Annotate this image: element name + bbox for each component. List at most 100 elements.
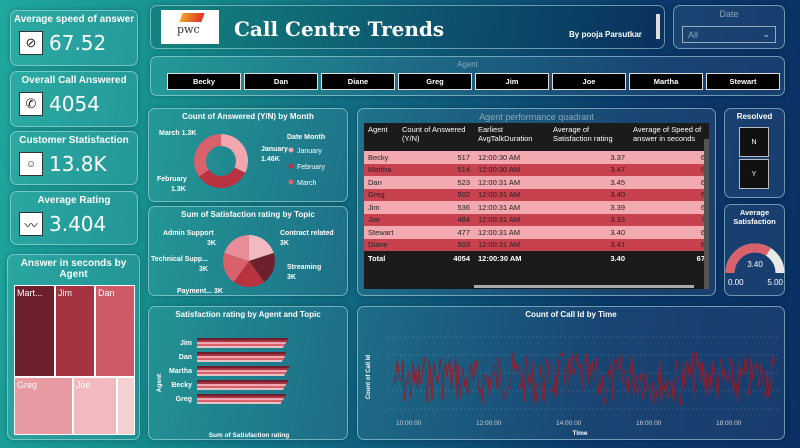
vertical-scrollbar[interactable] [704, 139, 709, 289]
bar-jim-2[interactable] [197, 342, 286, 344]
bar-martha-0[interactable] [197, 366, 290, 368]
table-cell: 6 [700, 240, 705, 250]
legend-item-january[interactable]: January [297, 148, 322, 155]
resolved-option-n[interactable]: N [739, 127, 769, 157]
resolved-option-y[interactable]: Y [739, 159, 769, 189]
bar-jim-3[interactable] [197, 344, 285, 346]
agent-button-diane[interactable]: Diane [321, 73, 395, 90]
kpi-title: Customer Statisfaction [19, 135, 129, 146]
total-speed: 67 [696, 254, 705, 263]
bar-martha-4[interactable] [197, 374, 285, 376]
agent-button-greg[interactable]: Greg [398, 73, 472, 90]
agent-button-jim[interactable]: Jim [475, 73, 549, 90]
agent-button-dan[interactable]: Dan [244, 73, 318, 90]
bar-martha-2[interactable] [197, 370, 287, 372]
col-header-talk-duration[interactable]: Earliest AvgTalkDuration [474, 123, 549, 151]
bar-greg-1[interactable] [197, 396, 285, 398]
table-row[interactable]: Becky 517 12:00:30 AM 3.37 6 [364, 151, 709, 164]
pie-slice-technical[interactable] [223, 253, 249, 282]
agent-button-joe[interactable]: Joe [552, 73, 626, 90]
line-chart-title: Count of Call Id by Time [525, 310, 617, 319]
col-header-count[interactable]: Count of Answered (Y/N) [398, 123, 474, 151]
bar-jim-4[interactable] [197, 346, 284, 348]
donut-slice-march[interactable] [194, 134, 221, 177]
table-cell: 3.33 [610, 215, 625, 225]
bar-chart-title: Satisfaction rating by Agent and Topic [175, 310, 321, 319]
donut-chart: March 1.3K January 1.46K February 1.3K D… [157, 130, 326, 193]
phone-icon: ✆ [19, 92, 43, 116]
col-header-speed[interactable]: Average of Speed of answer in seconds [629, 123, 709, 151]
bar-jim-0[interactable] [197, 338, 289, 340]
table-cell: 6 [700, 190, 705, 200]
col-header-agent[interactable]: Agent [364, 123, 398, 151]
line-xtick: 10:00:00 [396, 420, 422, 427]
bar-greg-4[interactable] [197, 402, 281, 404]
treemap-cell-label: Joe [76, 380, 91, 390]
bar-becky-0[interactable] [197, 380, 289, 382]
agent-button-becky[interactable]: Becky [167, 73, 241, 90]
bar-dan-2[interactable] [197, 356, 285, 358]
total-count: 4054 [453, 254, 470, 263]
donut-slice-january[interactable] [221, 134, 249, 173]
speedometer-icon: ⊘ [19, 31, 43, 55]
treemap-cell[interactable]: Jim [55, 285, 95, 377]
table-cell: 12:00:31 AM [478, 215, 521, 225]
table-cell: 3.45 [610, 177, 625, 187]
table-row[interactable]: Martha 514 12:00:30 AM 3.47 6 [364, 163, 709, 176]
donut-slice-february[interactable] [199, 167, 246, 188]
table-cell: 3.41 [610, 240, 625, 250]
bar-greg-2[interactable] [197, 398, 284, 400]
bar-chart: Agent Sum of Satisfaction rating Jim Dan… [156, 338, 290, 439]
pie-slice-payment[interactable] [233, 261, 265, 287]
table-row[interactable]: Stewart 477 12:00:31 AM 3.40 6 [364, 226, 709, 239]
table-cell: 6 [700, 202, 705, 212]
table-row[interactable]: Diane 503 12:00:31 AM 3.41 6 [364, 238, 709, 251]
bar-dan-3[interactable] [197, 358, 284, 360]
table-cell: Stewart [368, 227, 394, 237]
bar-martha-1[interactable] [197, 368, 289, 370]
bar-dan-1[interactable] [197, 354, 286, 356]
legend-item-february[interactable]: February [297, 164, 326, 171]
treemap-cell[interactable]: Dan [95, 285, 135, 377]
bar-becky-1[interactable] [197, 382, 287, 384]
table-row[interactable]: Joe 484 12:00:31 AM 3.33 7 [364, 213, 709, 226]
treemap-cell[interactable]: Greg [14, 377, 73, 435]
bar-jim-1[interactable] [197, 340, 287, 342]
date-dropdown[interactable]: All ⌄ [682, 26, 776, 43]
bar-dan-4[interactable] [197, 360, 283, 362]
bar-greg-0[interactable] [197, 394, 286, 396]
col-header-satisfaction[interactable]: Average of Satisfaction rating [549, 123, 629, 151]
bar-agent-label-martha: Martha [169, 368, 192, 375]
bar-becky-4[interactable] [197, 388, 284, 390]
kpi-title: Overall Call Answered [21, 75, 127, 86]
pie-label-payment: Payment... 3K [177, 288, 223, 295]
table-row[interactable]: Greg 502 12:00:31 AM 3.40 6 [364, 188, 709, 201]
treemap-cell-label: Greg [17, 380, 38, 390]
pie-slice-contract[interactable] [249, 235, 274, 261]
treemap-cell[interactable]: Joe [73, 377, 117, 435]
table-row[interactable]: Jim 536 12:00:31 AM 3.39 6 [364, 201, 709, 214]
treemap-cell[interactable] [117, 377, 135, 435]
bar-becky-3[interactable] [197, 386, 285, 388]
bar-dan-0[interactable] [197, 352, 286, 354]
bar-greg-3[interactable] [197, 400, 283, 402]
agent-button-martha[interactable]: Martha [629, 73, 703, 90]
pie-slice-streaming[interactable] [249, 253, 275, 282]
line-ylabel: Count of Call Id [366, 355, 372, 400]
treemap-cell[interactable]: Mart... [14, 285, 55, 377]
bar-becky-2[interactable] [197, 384, 286, 386]
kpi-title: Average speed of answer [13, 14, 135, 25]
table-cell: 12:00:31 AM [478, 227, 521, 237]
legend-item-march[interactable]: March [297, 180, 317, 187]
table-row[interactable]: Dan 523 12:00:31 AM 3.45 6 [364, 176, 709, 189]
pie-slice-admin[interactable] [224, 235, 249, 261]
total-label: Total [368, 254, 386, 263]
table-cell: 7 [700, 215, 705, 225]
agent-button-stewart[interactable]: Stewart [706, 73, 780, 90]
series-line[interactable] [393, 351, 775, 407]
chevron-down-icon: ⌄ [762, 29, 770, 39]
table-cell: 12:00:31 AM [478, 190, 521, 200]
pwc-logo: pwc [161, 10, 219, 44]
bar-martha-3[interactable] [197, 372, 286, 374]
horizontal-scrollbar[interactable] [474, 285, 694, 288]
